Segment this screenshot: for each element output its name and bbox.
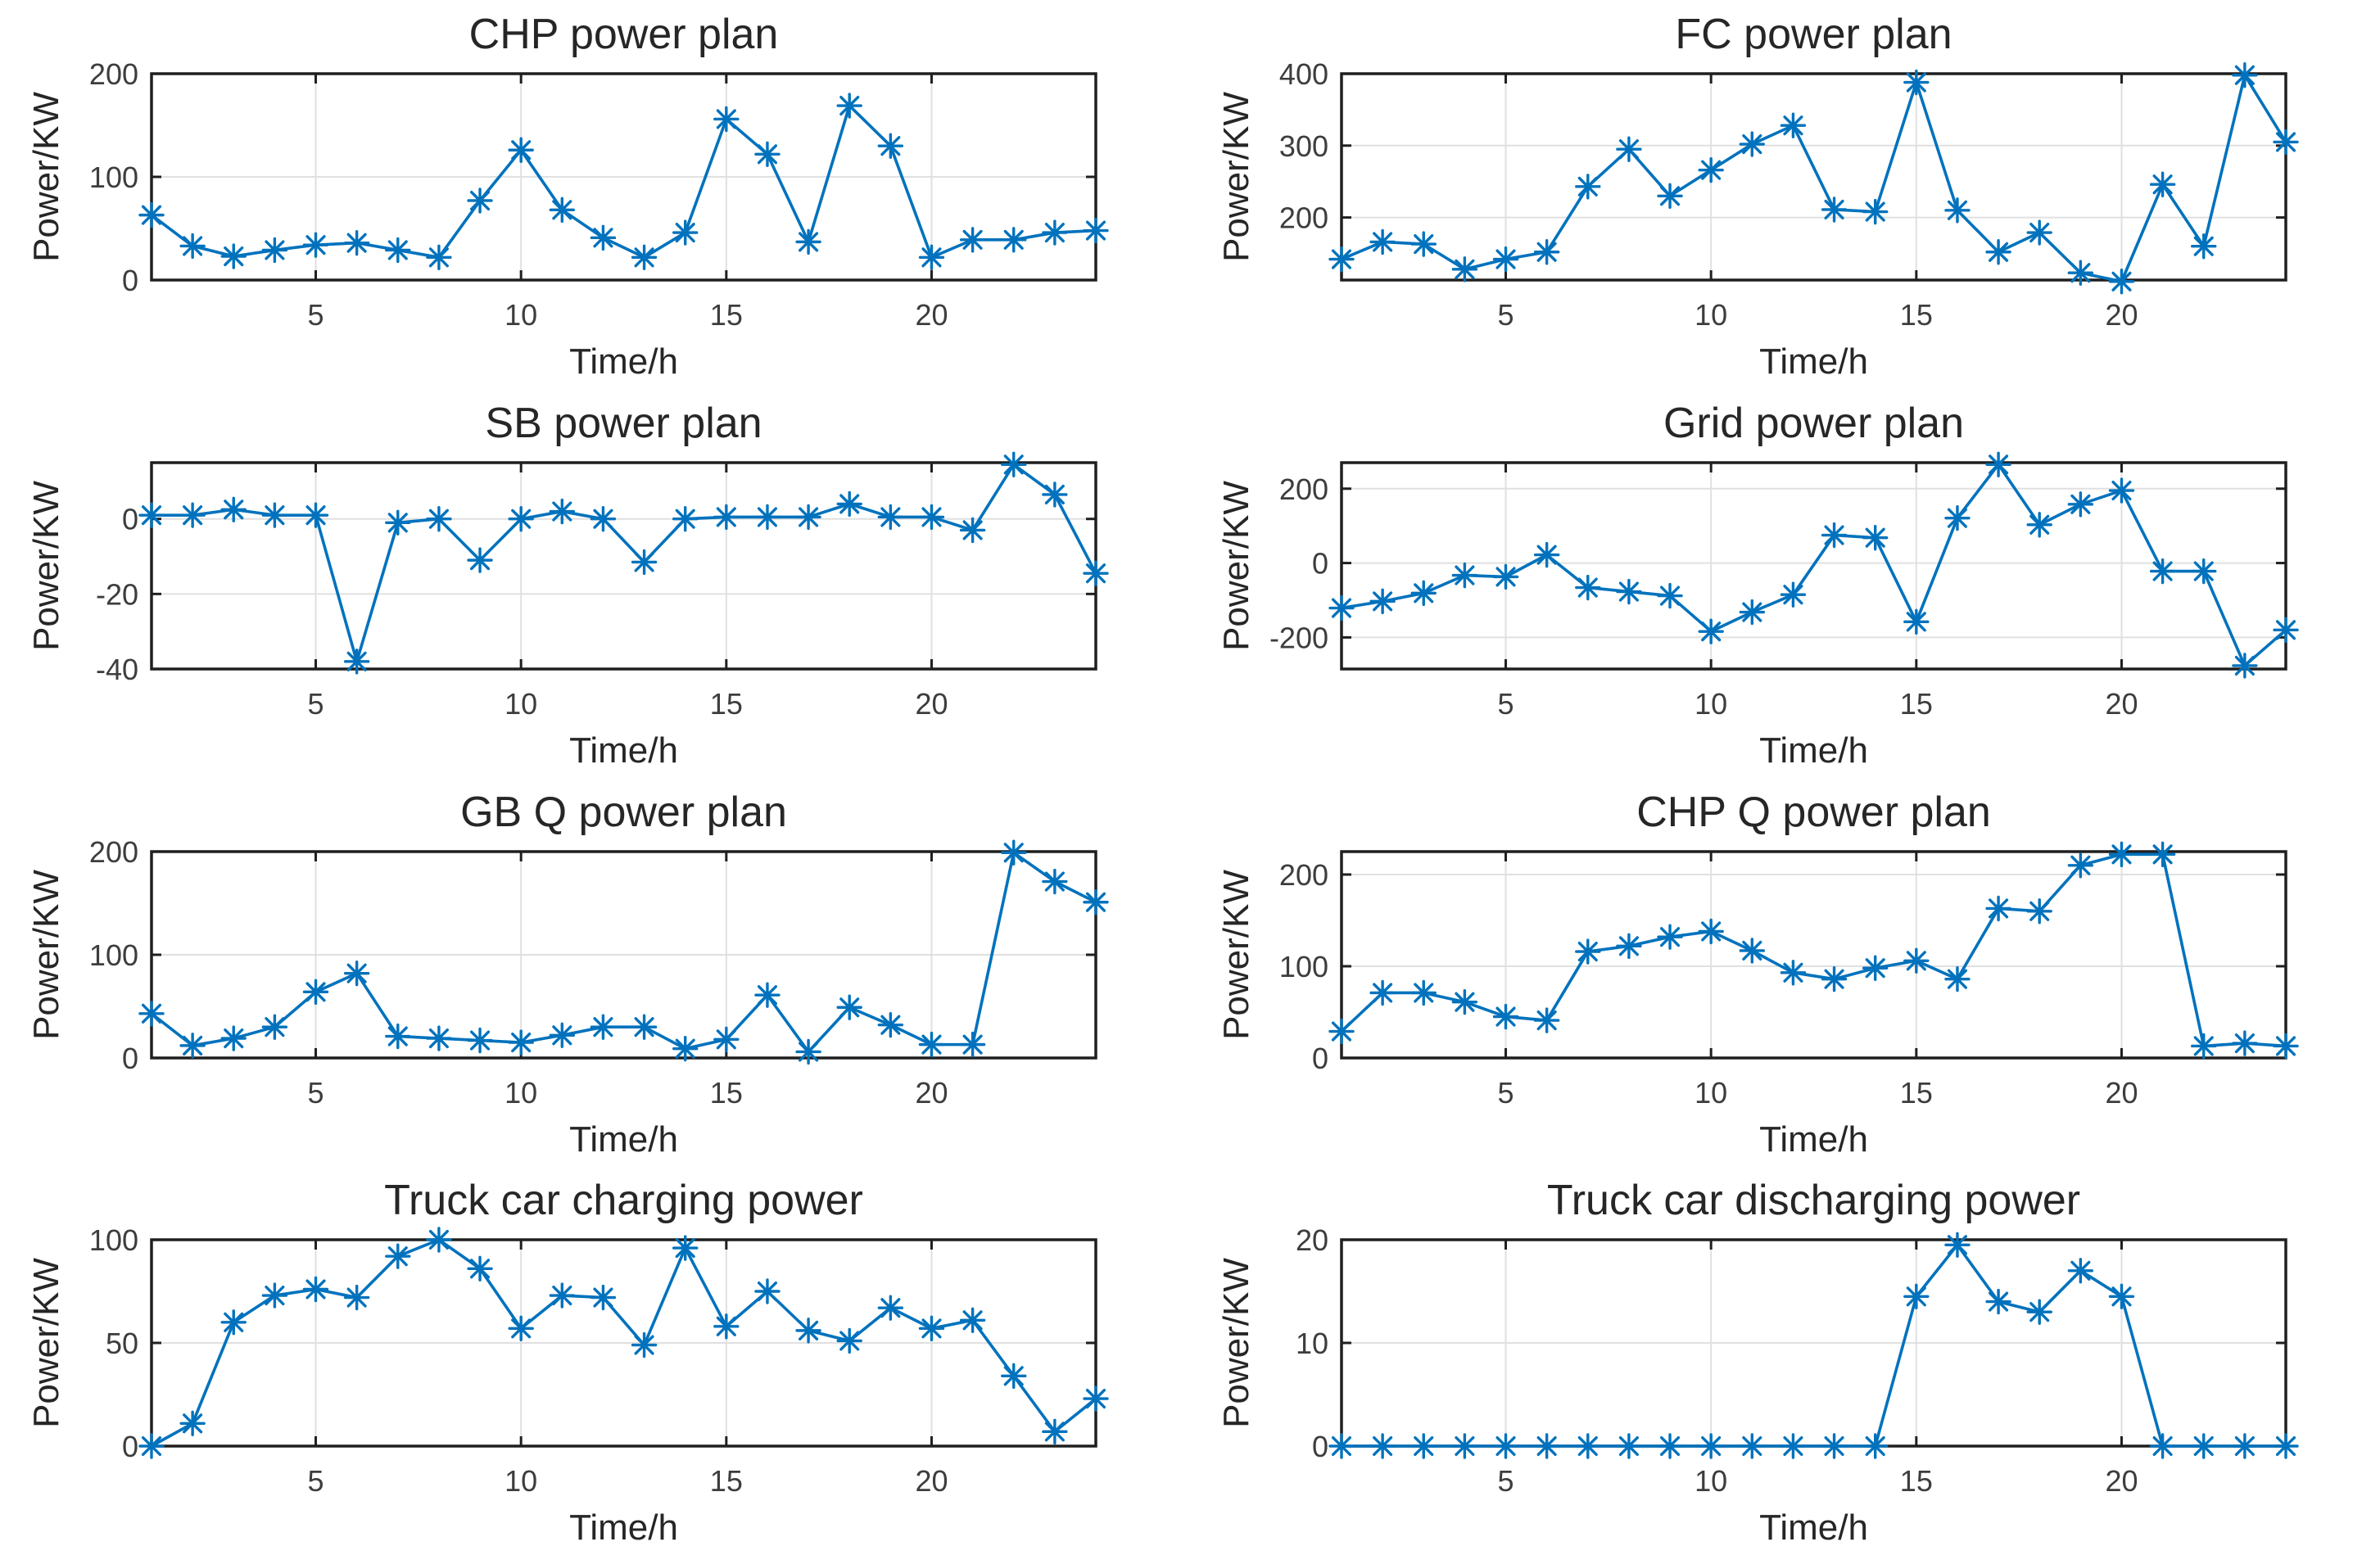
svg-text:5: 5 <box>308 298 324 332</box>
subplot-fc-power-plan: FC power plan Power/KW 5 10 15 20 200 300 400 … <box>1190 0 2380 389</box>
svg-text:15: 15 <box>1900 1464 1933 1498</box>
svg-text:0: 0 <box>1312 546 1328 580</box>
subplot-gb-q-power-plan: GB Q power plan Power/KW 5 10 15 20 0 100 200 … <box>0 778 1190 1167</box>
svg-text:5: 5 <box>1498 1464 1514 1498</box>
svg-text:20: 20 <box>915 1076 948 1110</box>
subplot-chp-q-power-plan: CHP Q power plan Power/KW 5 10 15 20 0 100 200… <box>1190 778 2380 1167</box>
svg-text:10: 10 <box>1695 1464 1727 1498</box>
plot-area: 5 10 15 20 0 10 20 <box>1296 1223 2299 1498</box>
x-axis-label: Time/h <box>1759 341 1868 382</box>
svg-text:100: 100 <box>89 160 138 194</box>
svg-text:200: 200 <box>1279 201 1328 235</box>
svg-text:200: 200 <box>89 835 138 869</box>
svg-text:15: 15 <box>710 1076 743 1110</box>
subplot-chp-power-plan: CHP power plan Power/KW 5 10 15 20 0 100 200 T… <box>0 0 1190 389</box>
svg-text:-20: -20 <box>96 577 138 611</box>
svg-text:0: 0 <box>122 1430 138 1463</box>
svg-text:400: 400 <box>1279 57 1328 91</box>
svg-text:100: 100 <box>1279 950 1328 983</box>
svg-text:0: 0 <box>122 1042 138 1075</box>
svg-text:15: 15 <box>710 1464 743 1498</box>
x-axis-label: Time/h <box>1759 730 1868 771</box>
chart-title: SB power plan <box>485 399 762 447</box>
svg-text:0: 0 <box>1312 1042 1328 1075</box>
svg-text:200: 200 <box>89 57 138 91</box>
chart-title: FC power plan <box>1675 11 1952 58</box>
svg-text:20: 20 <box>1296 1223 1328 1257</box>
x-axis-label: Time/h <box>569 1508 678 1548</box>
svg-text:10: 10 <box>1695 1076 1727 1110</box>
svg-text:5: 5 <box>1498 687 1514 721</box>
svg-text:5: 5 <box>1498 1076 1514 1110</box>
svg-text:5: 5 <box>308 1076 324 1110</box>
svg-text:10: 10 <box>505 1076 537 1110</box>
x-axis-label: Time/h <box>569 730 678 771</box>
plot-area: 5 10 15 20 -40 -20 0 <box>96 451 1109 721</box>
svg-text:0: 0 <box>122 264 138 297</box>
x-axis-label: Time/h <box>569 341 678 382</box>
chart-title: Truck car charging power <box>384 1177 863 1225</box>
svg-text:20: 20 <box>2105 298 2138 332</box>
svg-text:15: 15 <box>710 687 743 721</box>
svg-text:100: 100 <box>89 1223 138 1257</box>
chart-title: CHP Q power plan <box>1636 788 1991 836</box>
subplot-truck-discharging-power: Truck car discharging power Power/KW 5 10… <box>1190 1166 2380 1555</box>
x-axis-label: Time/h <box>1759 1119 1868 1159</box>
x-axis-label: Time/h <box>1759 1508 1868 1548</box>
svg-text:20: 20 <box>2105 1076 2138 1110</box>
svg-text:5: 5 <box>308 1464 324 1498</box>
svg-text:20: 20 <box>2105 1464 2138 1498</box>
svg-text:15: 15 <box>1900 687 1933 721</box>
svg-text:10: 10 <box>1296 1327 1328 1360</box>
chart-title: Truck car discharging power <box>1546 1177 2081 1225</box>
chart-title: CHP power plan <box>468 11 779 58</box>
svg-text:20: 20 <box>915 298 948 332</box>
svg-text:0: 0 <box>122 502 138 536</box>
subplot-grid-power-plan: Grid power plan Power/KW 5 10 15 20 -200 0 200… <box>1190 389 2380 778</box>
svg-text:5: 5 <box>308 687 324 721</box>
svg-text:20: 20 <box>2105 687 2138 721</box>
svg-text:-40: -40 <box>96 653 138 686</box>
svg-text:10: 10 <box>505 1464 537 1498</box>
svg-text:100: 100 <box>89 938 138 972</box>
svg-text:200: 200 <box>1279 472 1328 506</box>
svg-text:0: 0 <box>1312 1430 1328 1463</box>
subplot-sb-power-plan: SB power plan Power/KW 5 10 15 20 -40 -20 0 Ti… <box>0 389 1190 778</box>
plot-area: 5 10 15 20 0 50 100 <box>89 1223 1109 1498</box>
svg-text:10: 10 <box>1695 687 1727 721</box>
svg-text:-200: -200 <box>1269 621 1328 654</box>
x-axis-label: Time/h <box>569 1119 678 1159</box>
svg-text:5: 5 <box>1498 298 1514 332</box>
chart-title: GB Q power plan <box>460 788 787 836</box>
svg-text:10: 10 <box>1695 298 1727 332</box>
svg-text:300: 300 <box>1279 129 1328 163</box>
svg-text:15: 15 <box>1900 1076 1933 1110</box>
svg-text:200: 200 <box>1279 858 1328 892</box>
svg-text:50: 50 <box>106 1327 138 1360</box>
chart-title: Grid power plan <box>1663 399 1965 447</box>
svg-text:10: 10 <box>505 687 537 721</box>
plot-area: 5 10 15 20 200 300 400 <box>1279 57 2299 332</box>
plot-area: 5 10 15 20 -200 0 200 <box>1269 451 2299 721</box>
svg-text:15: 15 <box>710 298 743 332</box>
svg-text:20: 20 <box>915 687 948 721</box>
svg-text:10: 10 <box>505 298 537 332</box>
subplot-truck-charging-power: Truck car charging power Power/KW 5 10 15 2… <box>0 1166 1190 1555</box>
svg-text:20: 20 <box>915 1464 948 1498</box>
svg-text:15: 15 <box>1900 298 1933 332</box>
